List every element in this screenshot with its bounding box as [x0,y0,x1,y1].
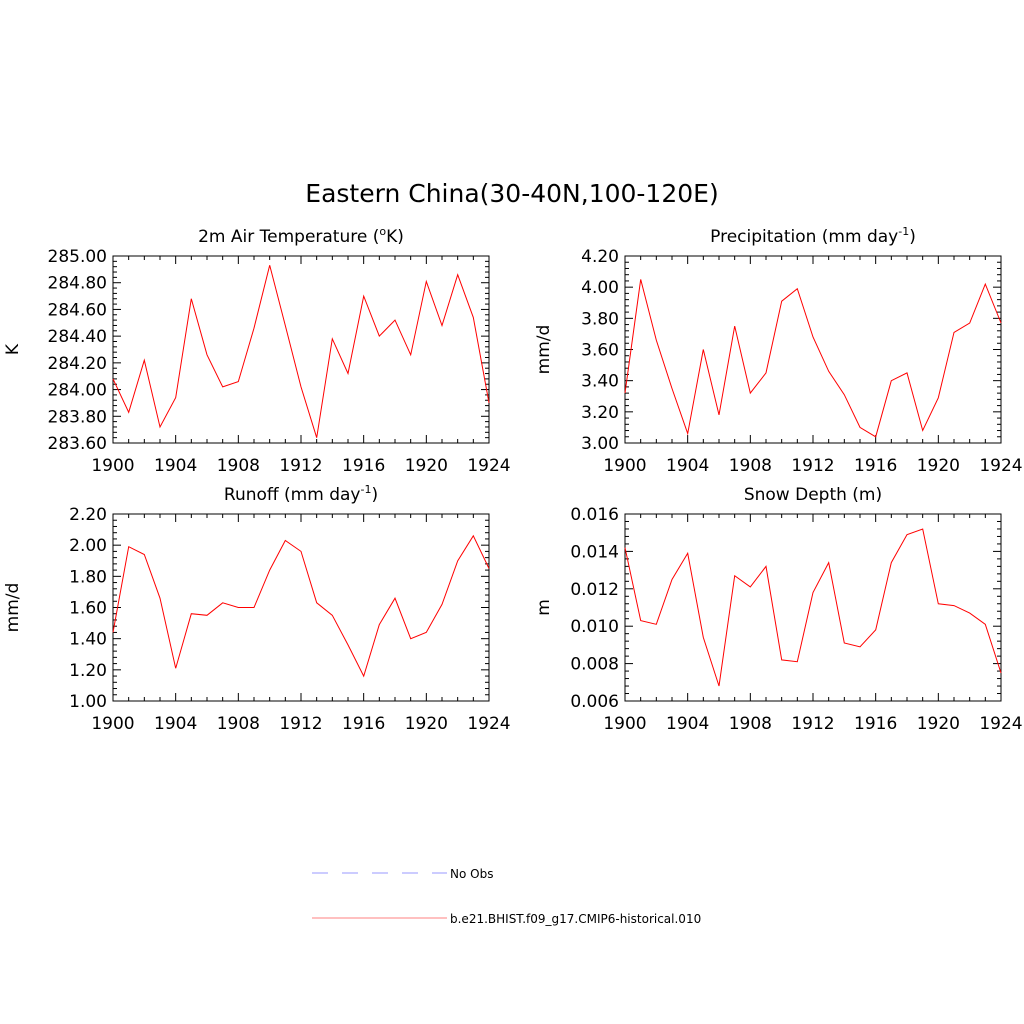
series-line [624,279,1002,438]
panel-title: Precipitation (mm day-1) [710,225,916,247]
panel-title-superscript: -1 [898,225,909,238]
y-tick-label: 283.80 [48,407,107,427]
x-tick-label: 1908 [217,456,260,476]
x-tick-label: 1924 [467,456,510,476]
panel-title: 2m Air Temperature (oK) [198,225,404,247]
y-tick-label: 3.80 [581,309,619,329]
y-axis-label: mm/d [534,325,554,375]
x-tick-label: 1912 [791,714,834,734]
panel-title-suffix: ) [909,227,916,247]
panel-title-text: Snow Depth (m) [744,485,882,505]
y-axis-label: mm/d [3,583,23,633]
panel-title: Snow Depth (m) [744,485,882,505]
y-tick-label: 284.60 [48,300,107,320]
y-tick-label: 0.006 [570,692,619,712]
plot-frame [112,255,490,444]
x-tick-label: 1900 [91,456,134,476]
x-tick-label: 1924 [467,714,510,734]
x-tick-label: 1904 [154,714,197,734]
plot-frame [112,513,490,702]
x-tick-label: 1908 [217,714,260,734]
y-tick-label: 284.20 [48,354,107,374]
series-line [112,534,490,678]
panel-title-text: 2m Air Temperature ( [198,227,379,247]
y-tick-label: 0.012 [570,580,619,600]
y-tick-label: 2.20 [69,505,107,525]
x-tick-label: 1916 [854,456,897,476]
y-tick-label: 285.00 [48,247,107,267]
plot-frame [624,513,1002,702]
y-tick-label: 283.60 [48,434,107,454]
legend-label: No Obs [450,867,493,881]
panel-3: Runoff (mm day-1) mm/d 1900 1904 1908 1912 191… [3,483,511,734]
y-tick-label: 3.40 [581,372,619,392]
y-tick-label: 4.20 [581,247,619,267]
x-tick-label: 1920 [405,456,448,476]
y-axis-label: K [3,343,23,355]
y-tick-label: 4.00 [581,278,619,298]
x-tick-label: 1900 [603,714,646,734]
y-tick-label: 3.20 [581,403,619,423]
figure-title: Eastern China(30-40N,100-120E) [305,179,718,208]
y-tick-label: 3.60 [581,341,619,361]
series-line [624,528,1002,687]
x-tick-label: 1920 [917,714,960,734]
x-tick-label: 1904 [666,456,709,476]
x-tick-label: 1912 [279,456,322,476]
y-tick-label: 1.40 [69,630,107,650]
panel-title-superscript: -1 [360,483,371,496]
x-tick-label: 1900 [91,714,134,734]
x-tick-label: 1924 [979,714,1022,734]
x-tick-label: 1904 [154,456,197,476]
y-tick-label: 284.00 [48,381,107,401]
panel-title-suffix: K) [386,227,404,247]
y-axis-label: m [534,599,554,616]
x-tick-label: 1908 [729,456,772,476]
panel-1: 2m Air Temperature (oK) K 1900 1904 1908 1912… [3,225,511,476]
panel-2: Precipitation (mm day-1) mm/d 1900 1904 1908… [534,225,1023,476]
x-tick-label: 1912 [791,456,834,476]
y-tick-label: 1.80 [69,567,107,587]
legend: No Obs b.e21.BHIST.f09_g17.CMIP6-historic… [312,867,701,926]
y-tick-label: 284.80 [48,274,107,294]
panels: 2m Air Temperature (oK) K 1900 1904 1908 1912… [3,225,1023,734]
x-tick-label: 1916 [854,714,897,734]
x-tick-label: 1904 [666,714,709,734]
legend-label: b.e21.BHIST.f09_g17.CMIP6-historical.010 [450,912,701,926]
series-line [112,265,490,438]
x-tick-label: 1920 [917,456,960,476]
y-tick-label: 284.40 [48,327,107,347]
x-tick-label: 1912 [279,714,322,734]
x-tick-label: 1916 [342,456,385,476]
y-tick-label: 0.008 [570,655,619,675]
y-tick-label: 0.010 [570,617,619,637]
panel-title-text: Precipitation (mm day [710,227,898,247]
y-tick-label: 1.00 [69,692,107,712]
y-tick-label: 0.016 [570,505,619,525]
y-tick-label: 1.60 [69,599,107,619]
y-tick-label: 2.00 [69,536,107,556]
x-tick-label: 1908 [729,714,772,734]
panel-4: Snow Depth (m) m 1900 1904 1908 1912 1916 1920 1… [534,485,1023,734]
y-tick-label: 0.014 [570,542,619,562]
x-tick-label: 1920 [405,714,448,734]
x-tick-label: 1924 [979,456,1022,476]
y-tick-label: 1.20 [69,661,107,681]
panel-title-text: Runoff (mm day [224,485,361,505]
panel-title: Runoff (mm day-1) [224,483,378,505]
panel-title-superscript: o [379,225,386,238]
panel-title-suffix: ) [371,485,378,505]
y-tick-label: 3.00 [581,434,619,454]
x-tick-label: 1916 [342,714,385,734]
x-tick-label: 1900 [603,456,646,476]
